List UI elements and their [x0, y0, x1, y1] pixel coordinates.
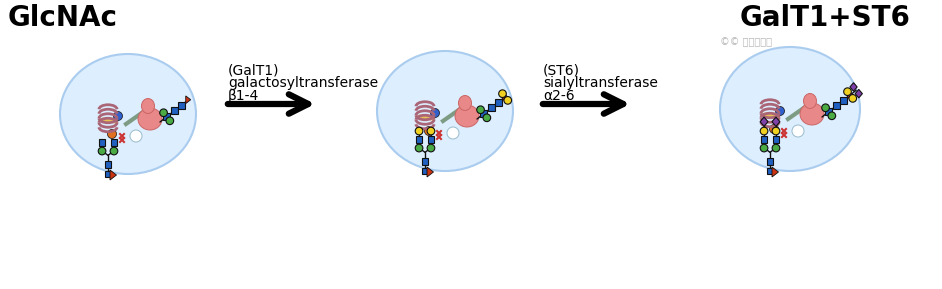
- Circle shape: [130, 130, 142, 142]
- Circle shape: [828, 112, 836, 120]
- Circle shape: [849, 95, 856, 102]
- Circle shape: [760, 144, 768, 152]
- Polygon shape: [772, 117, 780, 126]
- Circle shape: [98, 147, 106, 155]
- Ellipse shape: [377, 51, 513, 171]
- Circle shape: [427, 127, 435, 135]
- Text: (ST6): (ST6): [543, 63, 580, 77]
- Ellipse shape: [459, 95, 472, 110]
- Polygon shape: [98, 118, 118, 123]
- Circle shape: [415, 144, 423, 152]
- Text: (GalT1): (GalT1): [228, 63, 280, 77]
- Ellipse shape: [455, 105, 479, 127]
- Ellipse shape: [720, 47, 860, 171]
- Ellipse shape: [800, 103, 824, 125]
- Bar: [825, 108, 832, 115]
- Bar: [178, 102, 185, 109]
- Bar: [480, 110, 487, 117]
- Polygon shape: [503, 93, 508, 101]
- Text: α2-6: α2-6: [543, 89, 575, 103]
- Circle shape: [110, 147, 118, 155]
- Bar: [428, 136, 434, 143]
- Ellipse shape: [141, 99, 154, 114]
- Circle shape: [792, 125, 804, 137]
- Bar: [105, 161, 111, 168]
- Circle shape: [504, 97, 512, 104]
- Circle shape: [427, 144, 435, 152]
- Ellipse shape: [804, 94, 817, 108]
- Bar: [415, 136, 422, 143]
- Circle shape: [775, 107, 785, 116]
- Bar: [772, 136, 779, 143]
- Bar: [171, 107, 178, 114]
- Bar: [840, 97, 847, 104]
- Circle shape: [430, 108, 440, 118]
- Polygon shape: [772, 167, 778, 177]
- Bar: [834, 102, 840, 109]
- Bar: [105, 171, 111, 177]
- Bar: [767, 158, 773, 165]
- Circle shape: [160, 109, 168, 116]
- Circle shape: [107, 129, 117, 138]
- Circle shape: [415, 127, 423, 135]
- Circle shape: [770, 125, 778, 134]
- Polygon shape: [848, 91, 853, 99]
- Text: β1-4: β1-4: [228, 89, 259, 103]
- Circle shape: [821, 104, 829, 112]
- Bar: [760, 136, 768, 143]
- Text: galactosyltransferase: galactosyltransferase: [228, 76, 378, 90]
- Polygon shape: [855, 89, 862, 98]
- Circle shape: [498, 90, 507, 97]
- Polygon shape: [415, 115, 434, 120]
- Circle shape: [483, 114, 491, 122]
- Polygon shape: [110, 170, 117, 180]
- Circle shape: [844, 88, 852, 95]
- Text: sialyltransferase: sialyltransferase: [543, 76, 658, 90]
- Bar: [163, 113, 171, 120]
- Bar: [110, 139, 118, 146]
- Ellipse shape: [60, 54, 196, 174]
- Polygon shape: [427, 167, 433, 177]
- Circle shape: [772, 144, 780, 152]
- Polygon shape: [850, 83, 857, 91]
- Bar: [422, 158, 429, 165]
- Bar: [99, 139, 106, 146]
- Circle shape: [425, 127, 433, 136]
- Polygon shape: [760, 117, 768, 126]
- Bar: [422, 168, 429, 174]
- Bar: [767, 168, 773, 174]
- Bar: [495, 99, 502, 106]
- Polygon shape: [760, 113, 779, 118]
- Bar: [488, 104, 495, 111]
- Circle shape: [113, 112, 122, 121]
- Text: GalT1+ST6: GalT1+ST6: [740, 4, 911, 32]
- Circle shape: [166, 117, 173, 125]
- Text: GlcNAc: GlcNAc: [8, 4, 118, 32]
- Circle shape: [477, 106, 484, 114]
- Circle shape: [760, 127, 768, 135]
- Text: ©© 外泌体之家: ©© 外泌体之家: [720, 37, 772, 47]
- Ellipse shape: [138, 108, 162, 130]
- Circle shape: [772, 127, 780, 135]
- Circle shape: [447, 127, 459, 139]
- Polygon shape: [186, 96, 190, 103]
